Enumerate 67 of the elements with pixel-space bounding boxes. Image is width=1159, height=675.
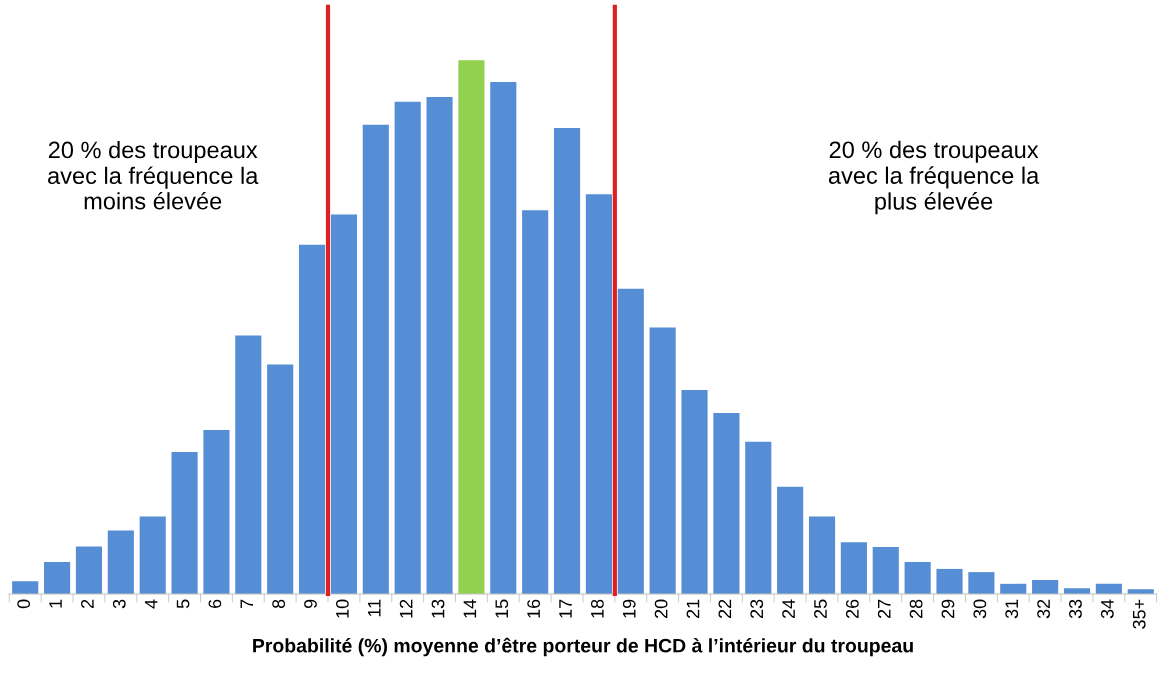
x-tick-label: 13 (431, 599, 445, 618)
bar (75, 546, 103, 594)
bar (44, 561, 71, 594)
x-tick-label: 18 (590, 599, 604, 618)
x-tick-label: 25 (814, 599, 827, 619)
x-tick-label: 22 (718, 599, 732, 619)
x-tick-label: 2 (81, 599, 94, 608)
bar (362, 124, 389, 594)
bar (267, 364, 294, 594)
x-tick-label: 6 (208, 599, 222, 608)
bar (522, 210, 549, 594)
x-tick-label: 30 (973, 599, 987, 619)
bar (713, 413, 740, 594)
bar (107, 530, 134, 594)
x-tick-label: 33 (1069, 599, 1082, 619)
bar (12, 581, 39, 594)
x-tick-label: 10 (335, 599, 349, 618)
x-tick-label: 15 (495, 599, 509, 618)
x-tick-label: 20 (654, 599, 668, 619)
bar (394, 101, 421, 594)
bar (171, 451, 198, 594)
bar (458, 60, 485, 594)
x-tick-label: 12 (399, 599, 413, 618)
bar (968, 572, 995, 594)
bar (745, 441, 772, 594)
bar (681, 390, 708, 594)
x-tick-label: 35+ (1132, 599, 1146, 629)
x-tick-label: 5 (176, 599, 190, 609)
x-tick-label: 4 (144, 599, 158, 609)
x-tick-label: 9 (304, 599, 317, 609)
bar (203, 430, 230, 594)
x-tick-label: 24 (782, 599, 795, 619)
x-tick-label: 1 (49, 599, 62, 608)
x-tick-label: 26 (845, 599, 859, 619)
bar (426, 96, 453, 594)
bar (872, 547, 899, 594)
x-tick-label: 7 (240, 599, 253, 608)
bar (490, 82, 517, 594)
x-tick-label: 3 (112, 599, 126, 609)
x-tick-label: 19 (622, 599, 636, 618)
x-tick-label: 14 (463, 599, 477, 618)
bar (139, 516, 166, 594)
x-tick-label: 29 (941, 599, 955, 619)
bar (777, 486, 804, 594)
x-tick-label: 17 (559, 599, 572, 618)
x-tick-label: 16 (527, 599, 541, 618)
x-axis-title: Probabilité (%) moyenne d’être porteur de HCD à l’intérieur du troupeau (253, 637, 913, 657)
bar (840, 542, 867, 594)
x-tick-label: 34 (1100, 599, 1114, 619)
bar (235, 335, 262, 594)
x-tick-label: 11 (368, 599, 381, 617)
x-tick-label: 28 (909, 599, 923, 619)
bar (553, 127, 581, 594)
x-tick-label: 8 (272, 599, 286, 609)
bar (649, 327, 676, 594)
x-tick-label: 27 (877, 599, 891, 619)
bar (808, 516, 836, 594)
bar (936, 568, 963, 594)
annotation: 20 % des troupeaux avec la fréquence la moins élevée (48, 140, 259, 210)
x-tick-label: 0 (17, 599, 31, 609)
x-tick-label: 21 (686, 599, 700, 619)
annotation: 20 % des troupeaux avec la fréquence la plus élevée (828, 140, 1040, 215)
bar (904, 561, 931, 594)
x-tick-label: 32 (1037, 599, 1050, 619)
x-tick-label: 31 (1005, 599, 1019, 619)
x-tick-label: 23 (750, 599, 764, 619)
bar (1032, 580, 1059, 594)
